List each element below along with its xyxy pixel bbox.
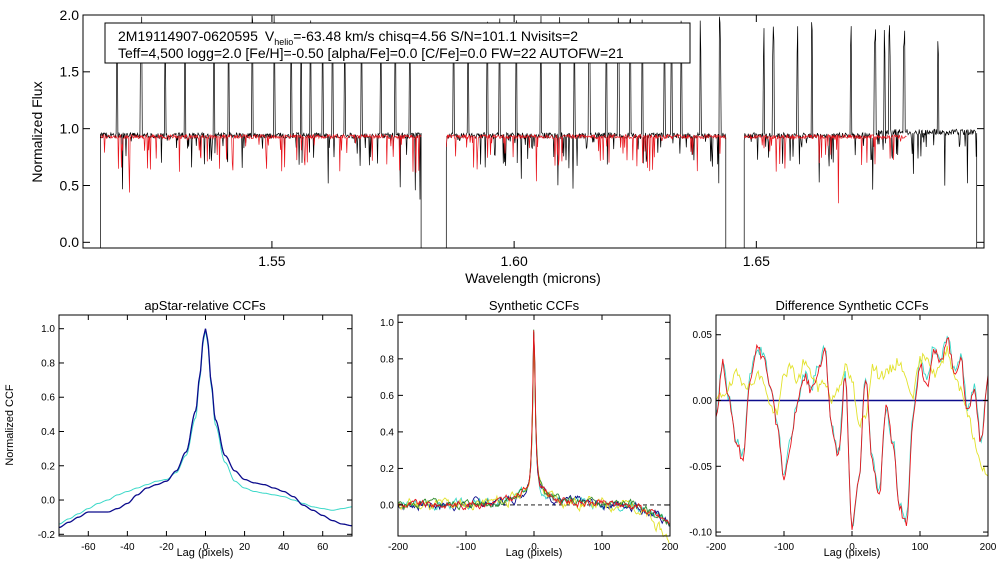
y-tick-label: 0.0 xyxy=(41,496,55,507)
difference-ccf-title: Difference Synthetic CCFs xyxy=(776,298,929,313)
x-tick-label: -200 xyxy=(388,542,408,553)
spectrum-model-line xyxy=(743,133,907,204)
x-tick-label: 0 xyxy=(203,542,209,553)
annotation-line2: Teff=4,500 logg=2.0 [Fe/H]=-0.50 [alpha/… xyxy=(118,45,624,61)
y-tick-label: -0.10 xyxy=(689,528,712,539)
x-tick-label: 200 xyxy=(662,542,679,553)
spectrum-tick-layer: 1.55 1.60 1.65 0.0 0.5 1.0 1.5 2.0 xyxy=(60,7,984,269)
difference-ccf-yellow-line xyxy=(715,345,989,477)
spectrum-observed-line xyxy=(445,15,727,248)
x-tick-label: 100 xyxy=(594,542,611,553)
x-tick-label: -100 xyxy=(456,542,476,553)
x-tick-label: -40 xyxy=(120,542,135,553)
annotation-v: V xyxy=(265,28,275,44)
apstar-ccf-visit1-line xyxy=(58,330,352,525)
x-tick-label: 0 xyxy=(531,542,537,553)
spectrum-plot: 1.55 1.60 1.65 0.0 0.5 1.0 1.5 2.0 2M19114907-0… xyxy=(29,7,985,286)
x-tick-label: -60 xyxy=(81,542,96,553)
x-tick-label: 100 xyxy=(912,542,929,553)
y-tick-label: 0.2 xyxy=(41,461,55,472)
apstar-ccf-plot: -60 -40 -20 0 20 40 60 -0.2 0.0 0.2 0.4 0.6 0.8 1.0 a… xyxy=(4,298,353,559)
x-tick-label: 0 xyxy=(849,542,855,553)
synthetic-ccf-plot: -200 -100 0 100 200 0.0 0.2 0.4 0.6 0.8 1.0 Synthe… xyxy=(380,298,679,559)
y-tick-label: -0.05 xyxy=(689,462,712,473)
x-tick-label: -100 xyxy=(774,542,794,553)
difference-ccf-cyan-line xyxy=(715,335,989,527)
spectrum-ylabel: Normalized Flux xyxy=(29,81,45,182)
difference-ccf-plot: -200 -100 0 100 200 -0.10 -0.05 0.00 0.05 Differ… xyxy=(689,298,997,559)
y-tick-label: 1.5 xyxy=(60,64,80,80)
y-tick-label: 2.0 xyxy=(60,7,80,23)
difference-ccf-red-line xyxy=(715,337,989,530)
annotation-line1: 2M19114907-0620595 Vhelio=-63.48 km/s chi… xyxy=(118,28,578,47)
apstar-ccf-tick-layer: -60 -40 -20 0 20 40 60 -0.2 0.0 0.2 0.4 0.6 0.8 1.0 xyxy=(38,315,352,553)
y-tick-label: 0.4 xyxy=(41,427,55,438)
apstar-ccf-xlabel: Lag (pixels) xyxy=(177,547,234,559)
x-tick-label: 60 xyxy=(317,542,329,553)
synthetic-ccf-title: Synthetic CCFs xyxy=(489,298,580,313)
y-tick-label: -0.2 xyxy=(38,530,56,541)
y-tick-label: 0.4 xyxy=(380,427,394,438)
x-tick-label: 200 xyxy=(980,542,997,553)
y-tick-label: 0.2 xyxy=(380,464,394,475)
spectrum-plot-frame xyxy=(82,14,985,249)
x-tick-label: -20 xyxy=(159,542,174,553)
y-tick-label: 0.6 xyxy=(380,391,394,402)
y-tick-label: 0.0 xyxy=(380,500,394,511)
apstar-ccf-ylabel: Normalized CCF xyxy=(4,384,16,466)
annotation-line1-rest: =-63.48 km/s chisq=4.56 S/N=101.1 Nvisit… xyxy=(293,28,578,44)
x-tick-label: 1.55 xyxy=(258,253,285,269)
annotation-box xyxy=(104,22,691,64)
synthetic-ccf-yellow-line xyxy=(397,342,670,544)
difference-ccf-series-layer xyxy=(715,335,989,530)
difference-ccf-tick-layer: -200 -100 0 100 200 -0.10 -0.05 0.00 0.05 xyxy=(689,315,997,553)
y-tick-label: 0.5 xyxy=(60,177,80,193)
x-tick-label: 1.60 xyxy=(500,253,527,269)
apstar-ccf-title: apStar-relative CCFs xyxy=(144,298,266,313)
x-tick-label: -200 xyxy=(706,542,726,553)
y-tick-label: 0.00 xyxy=(693,396,713,407)
apstar-ccf-series-layer xyxy=(58,328,352,529)
x-tick-label: 40 xyxy=(278,542,290,553)
x-tick-label: 1.65 xyxy=(743,253,770,269)
difference-ccf-xlabel: Lag (pixels) xyxy=(824,547,881,559)
y-tick-label: 1.0 xyxy=(41,324,55,335)
spectrum-annotation: 2M19114907-0620595 Vhelio=-63.48 km/s chi… xyxy=(104,22,691,64)
x-tick-label: 20 xyxy=(239,542,251,553)
annotation-star-id: 2M19114907-0620595 xyxy=(118,28,258,44)
synthetic-ccf-xlabel: Lag (pixels) xyxy=(506,547,563,559)
y-tick-label: 0.6 xyxy=(41,393,55,404)
y-tick-label: 1.0 xyxy=(380,318,394,329)
spectrum-series-layer xyxy=(100,15,978,248)
y-tick-label: 0.05 xyxy=(693,330,713,341)
y-tick-label: 0.8 xyxy=(380,354,394,365)
synthetic-ccf-series-layer xyxy=(397,329,670,544)
spectrum-observed-line xyxy=(743,22,978,248)
apstar-ccf-plot-frame xyxy=(58,314,353,537)
spectrum-xlabel: Wavelength (microns) xyxy=(465,270,601,286)
spectrum-model-line xyxy=(445,133,727,182)
y-tick-label: 1.0 xyxy=(60,121,80,137)
annotation-v-subscript: helio xyxy=(274,37,293,47)
synthetic-ccf-tick-layer: -200 -100 0 100 200 0.0 0.2 0.4 0.6 0.8 1.0 xyxy=(380,315,679,553)
y-tick-label: 0.0 xyxy=(60,234,80,250)
y-tick-label: 0.8 xyxy=(41,358,55,369)
apstar-ccf-visit2-line xyxy=(58,328,352,529)
synthetic-ccf-red-line xyxy=(397,330,670,525)
spectrum-model-line xyxy=(100,133,422,193)
